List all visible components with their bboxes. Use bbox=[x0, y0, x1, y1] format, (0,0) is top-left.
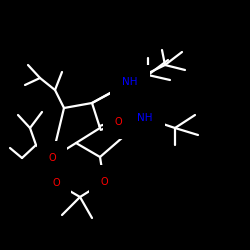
Text: O: O bbox=[48, 153, 56, 163]
Text: O: O bbox=[52, 178, 60, 188]
Text: O: O bbox=[114, 117, 122, 127]
Text: NH: NH bbox=[137, 113, 153, 123]
Text: NH: NH bbox=[122, 77, 138, 87]
Text: O: O bbox=[100, 177, 108, 187]
